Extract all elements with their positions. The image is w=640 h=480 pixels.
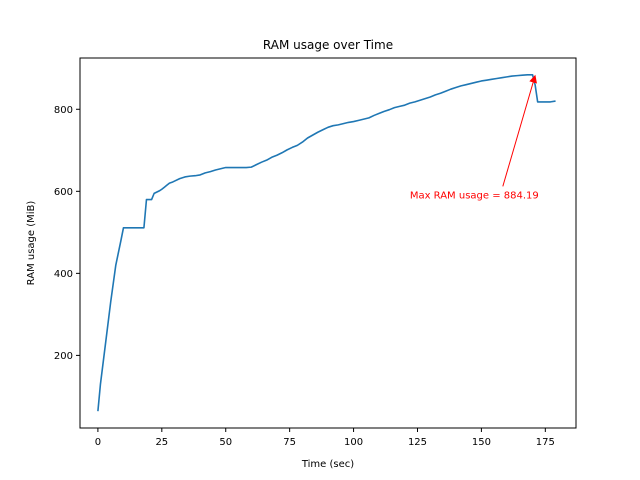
x-tick-label: 100 [344,437,363,448]
ram-usage-line [97,73,556,412]
max-ram-annotation: Max RAM usage = 884.19 [410,190,539,201]
x-tick-label: 25 [155,437,168,448]
chart-title: RAM usage over Time [263,38,393,52]
max-ram-arrow [502,74,537,187]
x-tick-label: 150 [472,437,491,448]
x-tick-label: 175 [536,437,555,448]
x-tick-label: 75 [283,437,296,448]
x-tick-label: 50 [219,437,232,448]
x-tick-label: 125 [408,437,427,448]
y-axis-ticks: 200 400 600 800 [54,105,80,362]
y-tick-label: 200 [54,351,73,362]
x-tick-label: 0 [95,437,101,448]
y-tick-label: 800 [54,105,73,116]
x-axis-label: Time (sec) [301,459,354,470]
y-tick-label: 600 [54,187,73,198]
y-axis-label: RAM usage (MiB) [26,201,37,286]
y-tick-label: 400 [54,269,73,280]
plot-area [79,57,577,429]
x-axis-ticks: 0 25 50 75 100 125 150 175 [95,428,555,448]
